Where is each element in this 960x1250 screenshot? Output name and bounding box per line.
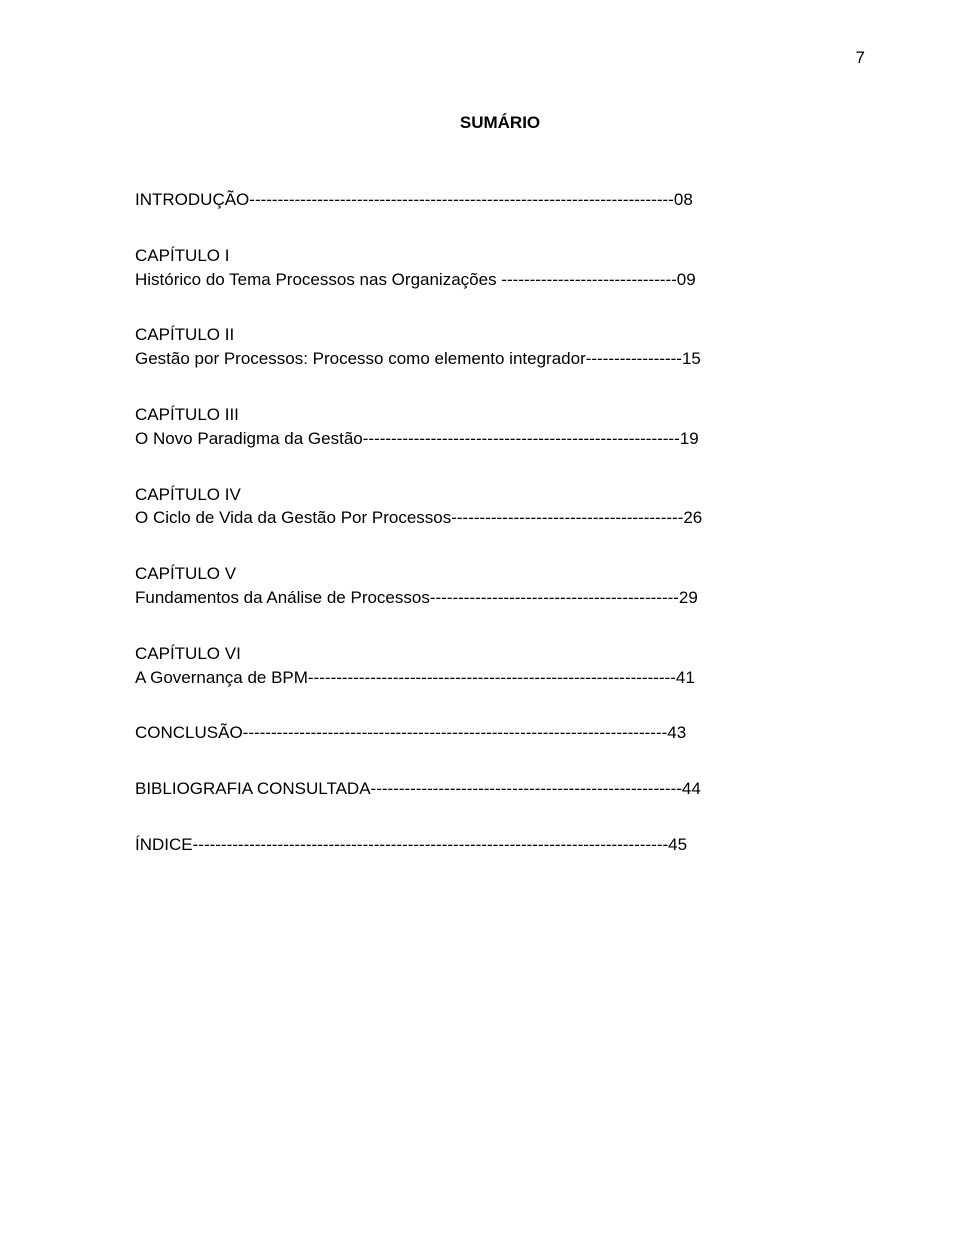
- toc-entry-indice: ÍNDICE----------------------------------…: [135, 833, 865, 857]
- toc-chapter-6-heading: CAPÍTULO VI: [135, 642, 865, 666]
- toc-chapter-2-line: Gestão por Processos: Processo como elem…: [135, 347, 865, 371]
- toc-chapter-1-line: Histórico do Tema Processos nas Organiza…: [135, 268, 865, 292]
- toc-chapter-3-line: O Novo Paradigma da Gestão--------------…: [135, 427, 865, 451]
- toc-chapter-5-line: Fundamentos da Análise de Processos-----…: [135, 586, 865, 610]
- toc-chapter-4-heading: CAPÍTULO IV: [135, 483, 865, 507]
- toc-chapter-4-line: O Ciclo de Vida da Gestão Por Processos-…: [135, 506, 865, 530]
- toc-chapter-1-heading: CAPÍTULO I: [135, 244, 865, 268]
- toc-entry-conclusao: CONCLUSÃO-------------------------------…: [135, 721, 865, 745]
- toc-entry-intro: INTRODUÇÃO------------------------------…: [135, 188, 865, 212]
- toc-chapter-3-heading: CAPÍTULO III: [135, 403, 865, 427]
- page-title: SUMÁRIO: [135, 113, 865, 133]
- toc-chapter-2-heading: CAPÍTULO II: [135, 323, 865, 347]
- toc-chapter-6-line: A Governança de BPM---------------------…: [135, 666, 865, 690]
- page-number: 7: [856, 48, 865, 68]
- toc-chapter-5-heading: CAPÍTULO V: [135, 562, 865, 586]
- toc-entry-bibliografia: BIBLIOGRAFIA CONSULTADA-----------------…: [135, 777, 865, 801]
